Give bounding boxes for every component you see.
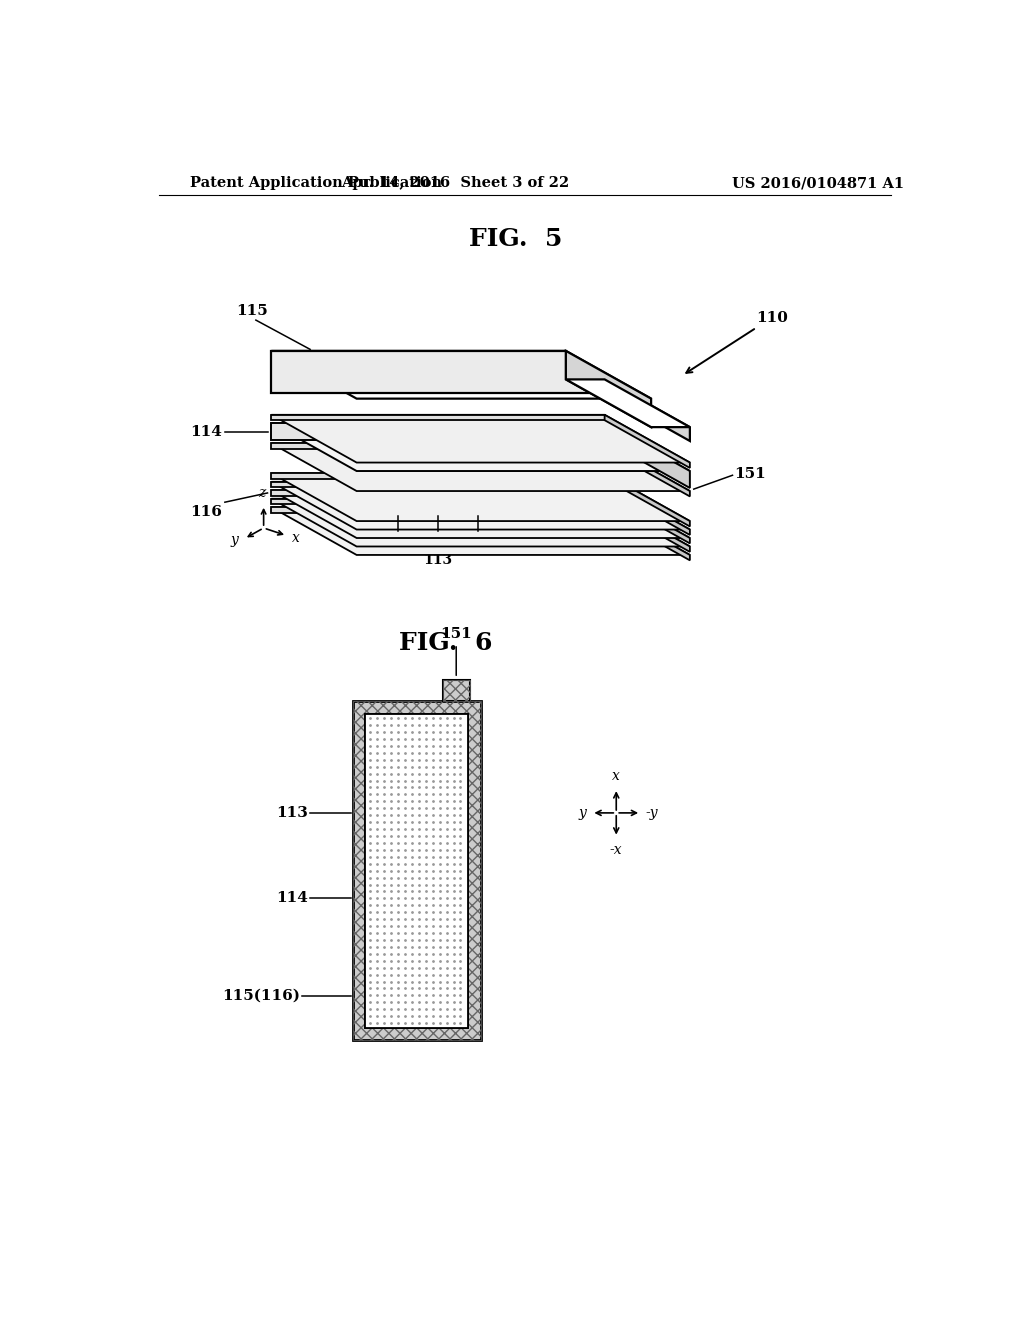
Polygon shape [604,379,690,441]
Text: 111: 111 [423,532,453,546]
Text: -y: -y [646,807,658,820]
Text: y: y [230,533,238,548]
Text: 116: 116 [190,504,222,519]
Bar [442,680,470,701]
Text: 112: 112 [464,532,493,546]
Text: x: x [612,768,621,783]
Text: Patent Application Publication: Patent Application Publication [190,176,442,190]
Bar [442,680,470,701]
Text: -x: -x [610,843,623,857]
Polygon shape [271,474,690,521]
Polygon shape [566,379,690,428]
Polygon shape [604,490,690,544]
Polygon shape [271,474,604,479]
Text: 113: 113 [424,553,453,566]
Polygon shape [604,414,690,469]
Polygon shape [271,414,690,462]
Bar [366,714,468,1028]
Text: 112: 112 [383,532,413,546]
Polygon shape [604,507,690,561]
Text: 151: 151 [440,627,472,676]
Text: FIG.  6: FIG. 6 [399,631,493,656]
Polygon shape [604,482,690,535]
Bar [352,701,480,1040]
Polygon shape [271,424,690,471]
Polygon shape [271,507,604,512]
Text: 151: 151 [734,467,766,480]
Polygon shape [604,474,690,527]
Text: 113: 113 [275,807,308,820]
Text: FIG.  5: FIG. 5 [469,227,562,251]
Bar [352,701,480,1040]
Polygon shape [271,444,690,491]
Text: 115: 115 [237,304,268,318]
Polygon shape [566,351,651,428]
Polygon shape [271,444,604,449]
Text: US 2016/0104871 A1: US 2016/0104871 A1 [732,176,904,190]
Text: 110: 110 [686,310,787,372]
Text: 115(116): 115(116) [222,989,300,1003]
Text: Apr. 14, 2016  Sheet 3 of 22: Apr. 14, 2016 Sheet 3 of 22 [341,176,569,190]
Polygon shape [271,499,604,504]
Polygon shape [271,414,604,420]
Polygon shape [271,424,604,441]
Polygon shape [604,499,690,552]
Polygon shape [271,490,690,539]
Polygon shape [271,351,604,393]
Polygon shape [271,482,604,487]
Bar [366,714,468,1028]
Polygon shape [271,482,690,529]
Text: 114: 114 [190,425,222,438]
Text: y: y [579,807,586,820]
Polygon shape [271,507,690,554]
Text: 114: 114 [275,891,308,904]
Polygon shape [604,424,690,488]
Text: x: x [292,531,299,545]
Polygon shape [271,490,604,496]
Text: z: z [258,486,265,499]
Polygon shape [271,499,690,546]
Polygon shape [271,351,651,399]
Polygon shape [604,444,690,496]
